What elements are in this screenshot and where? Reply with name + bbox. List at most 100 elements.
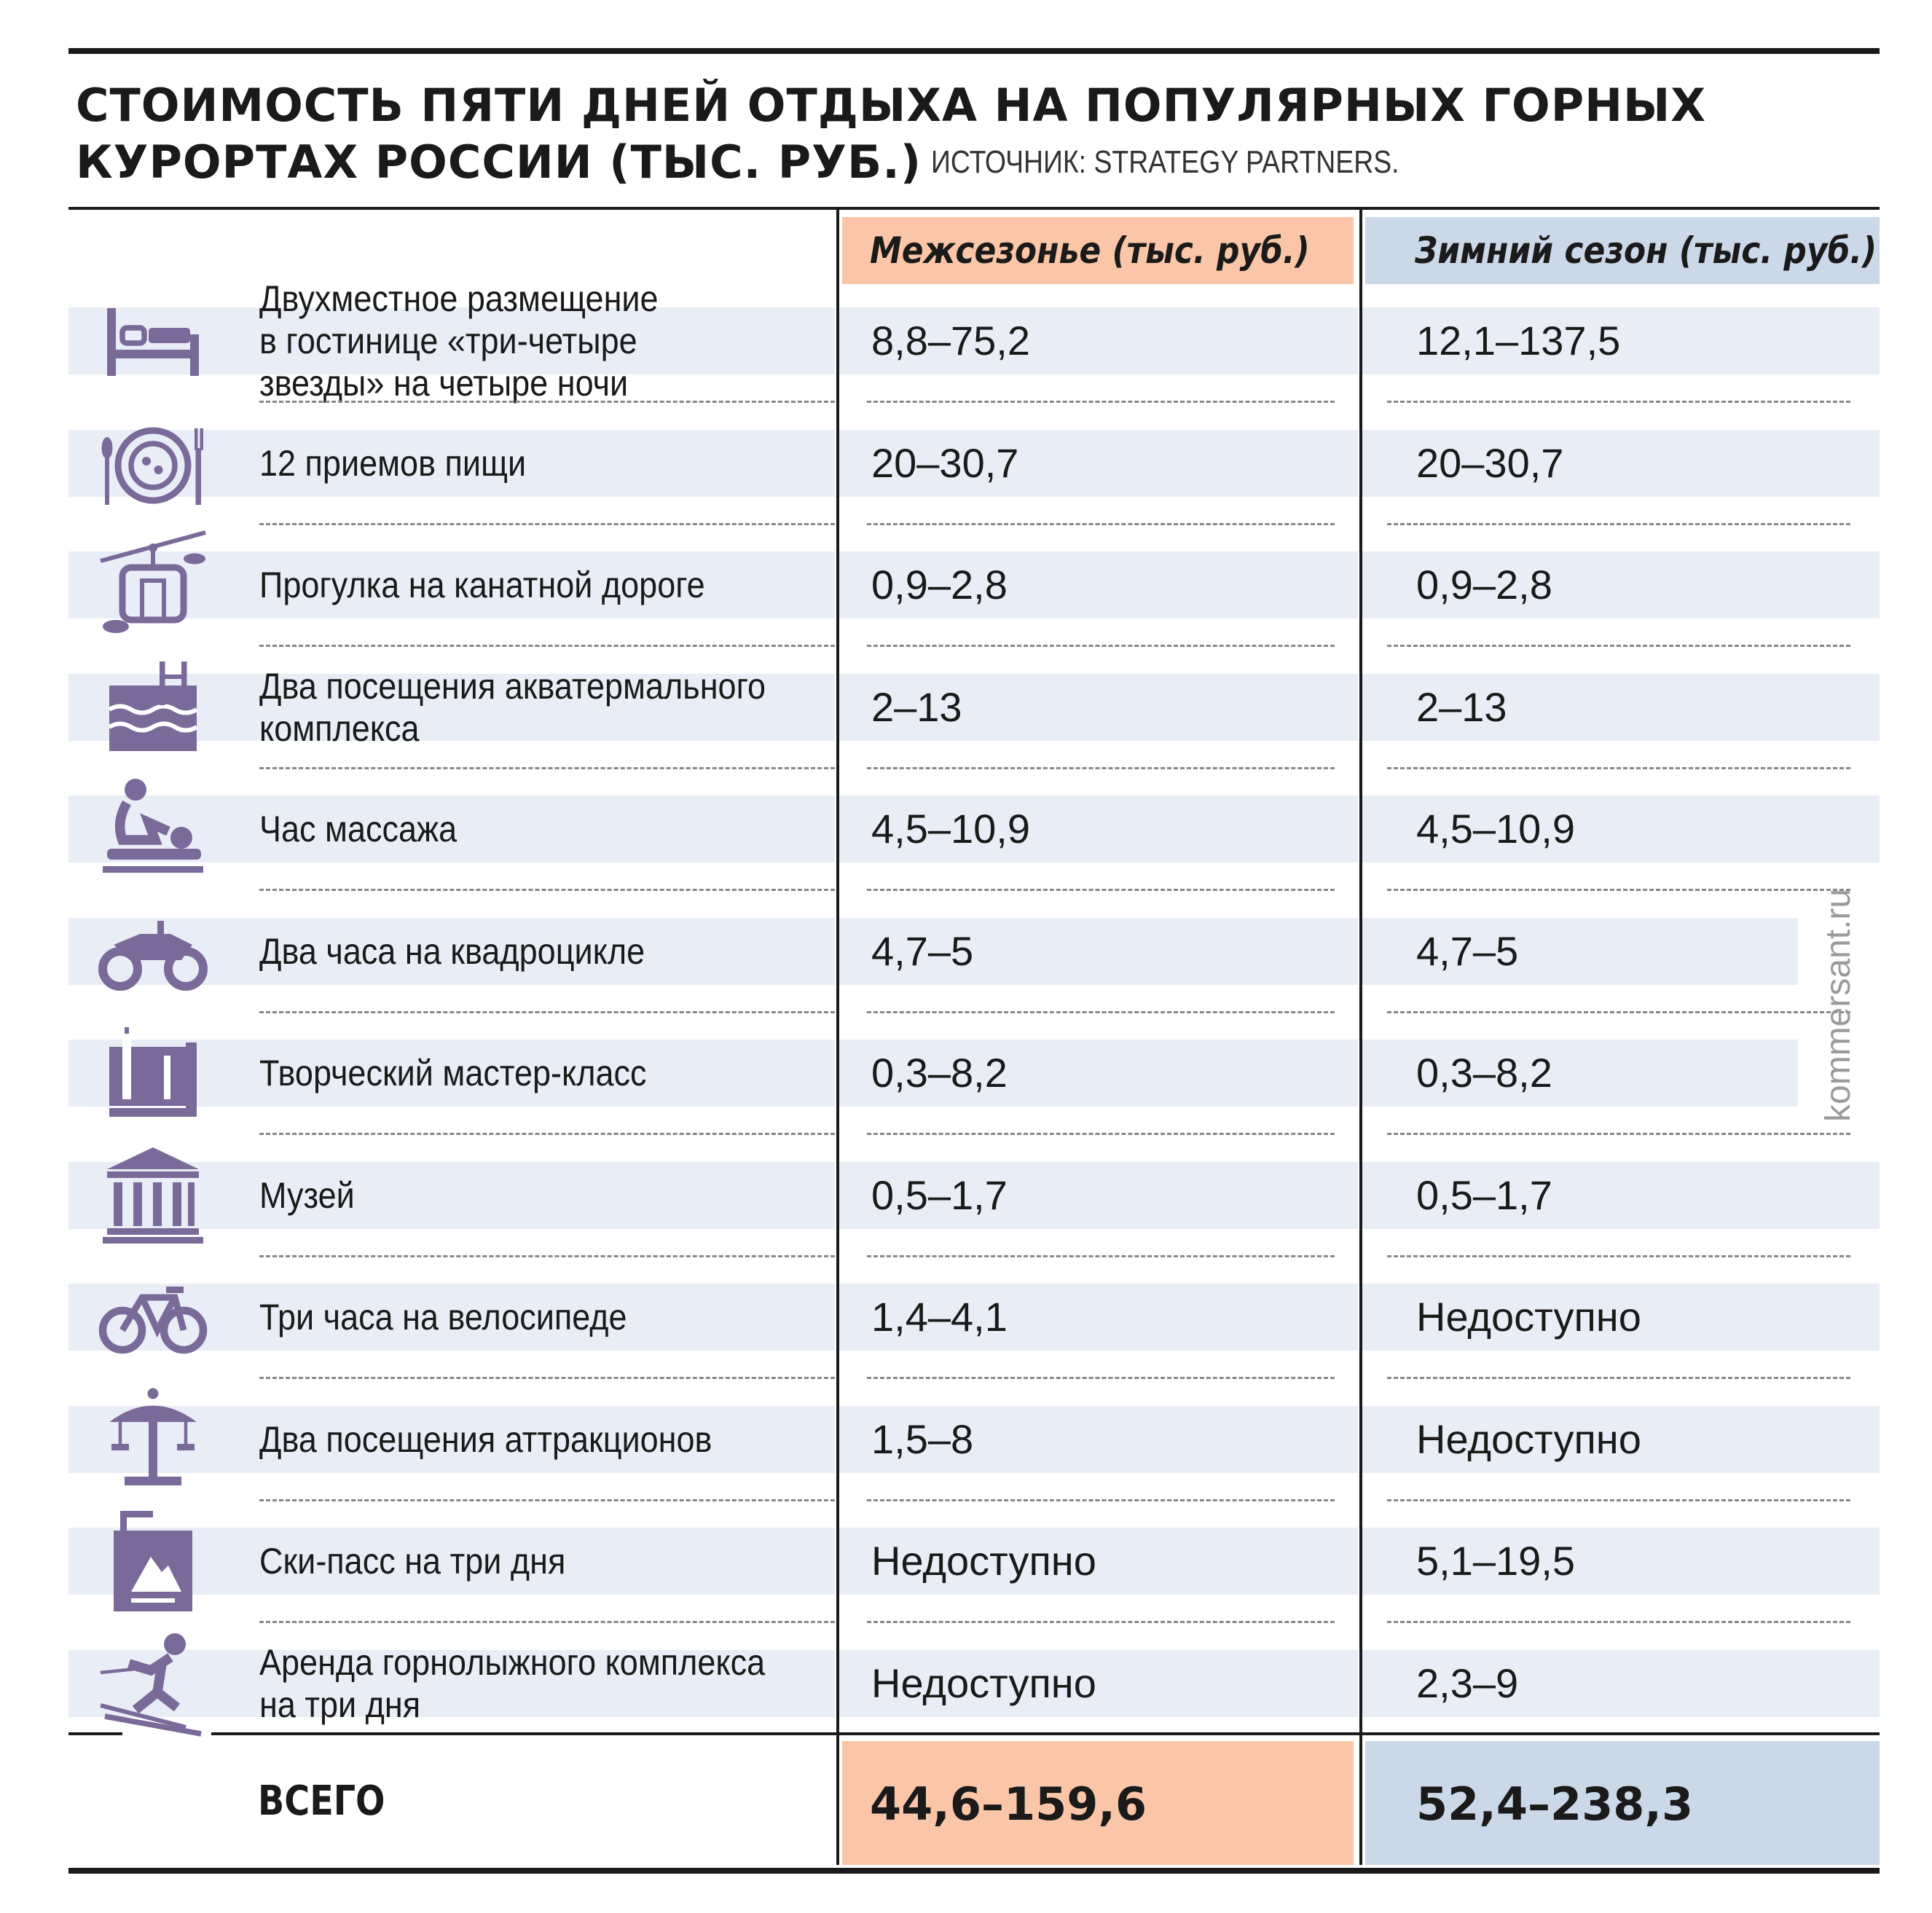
row-separator (867, 645, 1335, 647)
total-winter-value: 52,4–238,3 (1416, 1778, 1694, 1831)
row-label-line: на три дня (259, 1684, 421, 1725)
off-season-value: 0,9–2,8 (871, 562, 1008, 608)
off-season-value: 2–13 (871, 683, 962, 730)
winter-value: Недоступно (1416, 1415, 1641, 1462)
column-divider-2 (1359, 210, 1362, 1865)
row-label-line: Три часа на велосипеде (259, 1297, 627, 1337)
row-label: 12 приемов пищи (259, 442, 784, 484)
off-season-value: 8,8–75,2 (871, 318, 1030, 364)
off-season-value: Недоступно (871, 1659, 1096, 1706)
off-season-value: 4,5–10,9 (871, 806, 1030, 852)
row-label: Три часа на велосипеде (259, 1296, 784, 1338)
column-header-off-season: Межсезонье (тыс. руб.) (842, 217, 1354, 284)
row-band (839, 673, 1358, 741)
row-band (839, 1649, 1358, 1717)
off-season-value: 0,5–1,7 (871, 1171, 1008, 1218)
total-winter-box (1365, 1741, 1880, 1865)
row-label-line: комплекса (259, 707, 420, 749)
row-label: Два посещения аттракционов (259, 1418, 784, 1461)
row-band (1362, 1161, 1880, 1229)
row-separator (259, 1621, 835, 1623)
row-separator (259, 1133, 835, 1135)
row-separator (259, 401, 835, 403)
winter-value: 4,7–5 (1416, 927, 1519, 974)
row-band (1362, 1040, 1798, 1107)
row-label: Час массажа (259, 808, 784, 850)
total-off-season-value: 44,6–159,6 (870, 1778, 1147, 1831)
row-label: Два посещения акватермального комплекса (259, 665, 784, 750)
row-band (1362, 307, 1880, 374)
row-label-line: Два посещения акватермального (259, 665, 766, 707)
row-separator (1387, 1498, 1850, 1501)
row-label: Прогулка на канатной дороге (259, 564, 784, 606)
row-label: Два часа на квадроцикле (259, 930, 784, 973)
meal-icon (95, 409, 211, 518)
row-band (1362, 1405, 1880, 1473)
winter-value: 5,1–19,5 (1416, 1538, 1575, 1584)
row-label-line: звезды» на четыре ночи (259, 363, 629, 404)
pool-icon (95, 653, 211, 762)
row-separator (1387, 889, 1850, 891)
total-off-season-box (842, 1741, 1354, 1865)
row-band (839, 1284, 1358, 1351)
row-label: Ски-пасс на три дня (259, 1540, 784, 1582)
row-band (1362, 1649, 1880, 1717)
bed-icon (95, 286, 211, 396)
row-separator (1387, 1133, 1850, 1135)
row-band (1362, 796, 1880, 863)
row-separator (867, 1254, 1335, 1257)
header-rule (68, 207, 1880, 210)
winter-value: 0,3–8,2 (1416, 1050, 1552, 1096)
row-label: Творческий мастер-класс (259, 1052, 784, 1094)
row-label-line: Аренда горнолыжного комплекса (259, 1641, 766, 1683)
row-label-line: Два посещения аттракционов (259, 1418, 712, 1460)
row-label: Музей (259, 1174, 784, 1217)
row-band (839, 1405, 1358, 1473)
row-separator (1387, 1377, 1850, 1379)
row-separator (867, 1498, 1335, 1501)
source-note: ИСТОЧНИК: STRATEGY PARTNERS. (931, 144, 1399, 180)
total-label: ВСЕГО (258, 1778, 385, 1825)
row-separator (1387, 1254, 1850, 1257)
row-band (1362, 917, 1798, 985)
row-label-line: Два часа на квадроцикле (259, 930, 645, 972)
column-header-winter-label: Зимний сезон (тыс. руб.) (1415, 229, 1877, 272)
watermark: kommersant.ru (1819, 888, 1858, 1122)
winter-value: 0,9–2,8 (1416, 562, 1552, 608)
row-band (839, 917, 1358, 985)
total-rule-left (68, 1732, 122, 1735)
row-separator (1387, 1621, 1850, 1623)
row-band (839, 551, 1358, 618)
row-band (839, 429, 1358, 497)
massage-icon (95, 774, 211, 884)
row-separator (867, 1621, 1335, 1623)
row-label-line: Час массажа (259, 809, 458, 849)
museum-icon (95, 1141, 211, 1250)
row-label-line: Творческий мастер-класс (259, 1053, 647, 1093)
winter-value: 4,5–10,9 (1416, 806, 1575, 852)
off-season-value: 4,7–5 (871, 927, 974, 974)
row-separator (259, 522, 835, 525)
row-label-line: Музей (259, 1174, 355, 1216)
off-season-value: 20–30,7 (871, 439, 1019, 486)
cable-car-icon (95, 530, 211, 640)
row-band (839, 1528, 1358, 1595)
row-label-line: в гостинице «три-четыре (259, 321, 637, 361)
row-separator (1387, 645, 1850, 647)
winter-value: 20–30,7 (1416, 439, 1564, 486)
column-divider-1 (836, 210, 839, 1865)
winter-value: 2–13 (1416, 683, 1507, 730)
ski-pass-icon (95, 1507, 211, 1616)
row-band (839, 1040, 1358, 1107)
bottom-rule (68, 1868, 1880, 1874)
row-band (68, 1528, 835, 1595)
row-label: Двухместное размещение в гостинице «три-ч… (259, 278, 784, 404)
column-header-winter: Зимний сезон (тыс. руб.) (1365, 217, 1880, 284)
row-separator (867, 1010, 1335, 1013)
winter-value: Недоступно (1416, 1294, 1641, 1340)
row-separator (259, 1010, 835, 1013)
row-separator (259, 889, 835, 891)
winter-value: 12,1–137,5 (1416, 318, 1621, 364)
chart-title-line1: СТОИМОСТЬ ПЯТИ ДНЕЙ ОТДЫХА НА ПОПУЛЯРНЫХ… (76, 79, 1707, 132)
winter-value: 2,3–9 (1416, 1659, 1519, 1706)
